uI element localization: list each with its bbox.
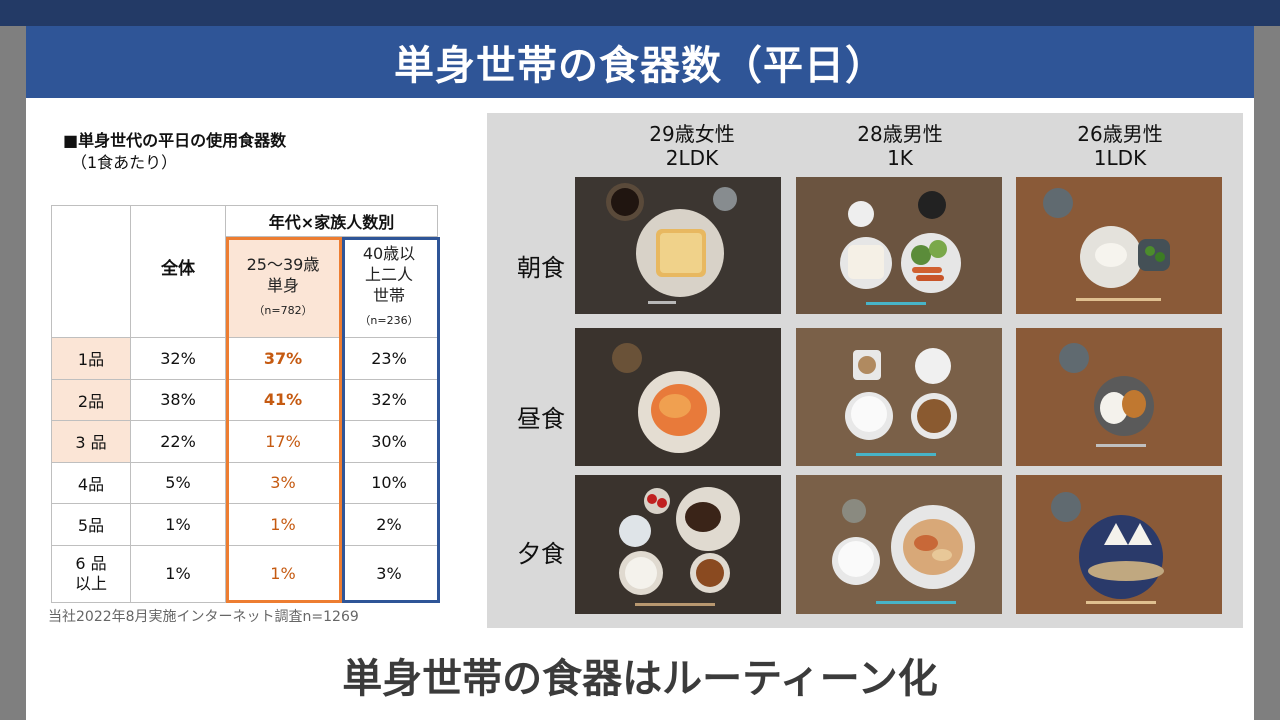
- header-old-l1: 40歳以: [362, 244, 416, 263]
- cell-all: 1%: [130, 544, 226, 603]
- slide-title: 単身世帯の食器数（平日）: [394, 43, 886, 89]
- photo-dinner-1: [575, 475, 781, 614]
- column-header-3-l1: 26歳男性: [1077, 122, 1163, 146]
- header-all: 全体: [130, 205, 226, 338]
- header-old-l3: 世帯: [372, 286, 405, 305]
- cell-old: 30%: [340, 420, 438, 463]
- left-margin: [0, 26, 26, 720]
- header-young-l1: 25～39歳: [246, 254, 320, 274]
- table-row: 6 品 以上 1% 1% 3%: [51, 544, 438, 603]
- cell-all: 32%: [130, 337, 226, 380]
- cell-all: 1%: [130, 503, 226, 546]
- right-margin: [1254, 26, 1280, 720]
- cell-old: 23%: [340, 337, 438, 380]
- header-young-n: （n=782）: [253, 303, 313, 317]
- photo-lunch-2: [796, 328, 1002, 466]
- table-corner: [51, 205, 131, 338]
- header-all-label: 全体: [161, 259, 195, 279]
- cell-young: 1%: [225, 544, 341, 603]
- slide: 単身世帯の食器数（平日） ■単身世代の平日の使用食器数 （1食あたり） 全体 年…: [26, 26, 1254, 720]
- header-old: 40歳以 上二人 世帯 （n=236）: [340, 236, 438, 338]
- cell-all: 5%: [130, 461, 226, 504]
- row-label: 2品: [51, 378, 131, 421]
- cell-old: 3%: [340, 544, 438, 603]
- header-old-l2: 上二人: [364, 265, 413, 284]
- cell-young: 17%: [225, 420, 341, 463]
- cell-old: 32%: [340, 378, 438, 421]
- top-band: [0, 0, 1280, 26]
- cell-young: 37%: [225, 337, 341, 380]
- column-header-2-l2: 1K: [887, 146, 913, 170]
- caption-line-2: （1食あたり）: [71, 153, 178, 172]
- column-header-2-l1: 28歳男性: [857, 122, 943, 146]
- table-row: 2品 38% 41% 32%: [51, 378, 438, 421]
- cell-all: 22%: [130, 420, 226, 463]
- source-note: 当社2022年8月実施インターネット調査n=1269: [48, 609, 359, 625]
- cell-old: 2%: [340, 503, 438, 546]
- row-label: 1品: [51, 337, 131, 380]
- photo-lunch-3: [1016, 328, 1222, 466]
- photo-dinner-2: [796, 475, 1002, 614]
- row-label-l2: 以上: [74, 573, 107, 593]
- row-header-dinner: 夕食: [517, 540, 565, 568]
- caption-line-1: ■単身世代の平日の使用食器数: [63, 131, 287, 150]
- column-header-1-l1: 29歳女性: [649, 122, 735, 146]
- table-row: 5品 1% 1% 2%: [51, 503, 438, 546]
- photo-breakfast-3: [1016, 177, 1222, 314]
- photo-dinner-3: [1016, 475, 1222, 614]
- cell-old: 10%: [340, 461, 438, 504]
- cell-young: 1%: [225, 503, 341, 546]
- table-row: 3 品 22% 17% 30%: [51, 420, 438, 463]
- column-header-3-l2: 1LDK: [1093, 146, 1147, 170]
- row-label-l1: 6 品: [75, 553, 107, 573]
- column-header-1-l2: 2LDK: [665, 146, 719, 170]
- cell-young: 3%: [225, 461, 341, 504]
- photo-breakfast-1: [575, 177, 781, 314]
- photo-lunch-1: [575, 328, 781, 466]
- header-group: 年代×家族人数別: [225, 205, 438, 237]
- header-young: 25～39歳 単身 （n=782）: [225, 236, 341, 338]
- header-old-n: （n=236）: [359, 314, 419, 327]
- column-header-3: 26歳男性 1LDK: [1017, 122, 1223, 170]
- title-bar: 単身世帯の食器数（平日）: [26, 26, 1254, 98]
- column-header-1: 29歳女性 2LDK: [589, 122, 795, 170]
- cell-young: 41%: [225, 378, 341, 421]
- row-header-lunch: 昼食: [517, 405, 565, 433]
- bottom-conclusion: 単身世帯の食器はルーティーン化: [342, 656, 938, 702]
- table-caption: ■単身世代の平日の使用食器数 （1食あたり）: [63, 130, 286, 174]
- row-label: 4品: [51, 461, 131, 504]
- table-row: 1品 32% 37% 23%: [51, 337, 438, 380]
- row-header-breakfast: 朝食: [517, 254, 565, 282]
- row-label: 6 品 以上: [51, 544, 131, 603]
- dish-count-table: 全体 年代×家族人数別 25～39歳 単身 （n=782） 40歳以 上二人 世…: [51, 205, 438, 603]
- header-young-l2: 単身: [266, 275, 299, 295]
- table-row: 4品 5% 3% 10%: [51, 461, 438, 504]
- cell-all: 38%: [130, 378, 226, 421]
- row-label: 3 品: [51, 420, 131, 463]
- photo-breakfast-2: [796, 177, 1002, 314]
- row-label: 5品: [51, 503, 131, 546]
- column-header-2: 28歳男性 1K: [797, 122, 1003, 170]
